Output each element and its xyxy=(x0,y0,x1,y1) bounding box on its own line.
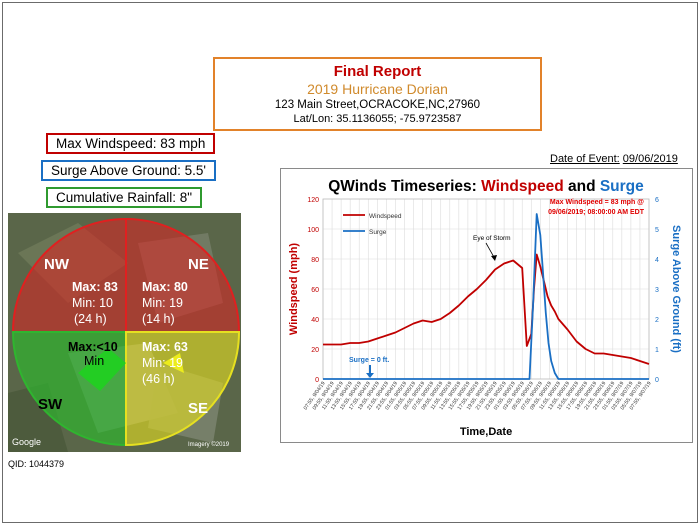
x-axis-label: Time,Date xyxy=(460,426,512,438)
y-right-tick-label: 5 xyxy=(655,227,659,234)
date-of-event-value: 09/06/2019 xyxy=(622,153,678,165)
chart-legend: Windspeed Surge xyxy=(343,213,402,236)
series-line-surge xyxy=(323,213,649,380)
y-left-tick-label: 120 xyxy=(307,197,319,204)
wind-quadrant-map: NW NE SW SE Max: 83 Min: 10 (24 h) Max: … xyxy=(8,213,241,452)
right-y-axis: 0 1 2 3 4 5 6 xyxy=(655,197,659,384)
report-title: Final Report xyxy=(333,63,422,80)
chart-title-part: Windspeed xyxy=(481,178,564,195)
sw-min: Min xyxy=(84,354,104,368)
se-min: Min: 19 xyxy=(142,356,183,370)
max-windspeed-annotation: Max Windspeed = 83 mph @ xyxy=(550,199,644,206)
eye-of-storm-label: Eye of Storm xyxy=(473,235,511,242)
sw-wind-arrow xyxy=(78,348,126,391)
y-right-tick-label: 1 xyxy=(655,347,659,354)
surge-zero-label: Surge = 0 ft. xyxy=(349,357,389,364)
chart-title-part: Surge xyxy=(600,178,644,195)
chart-series xyxy=(323,213,650,380)
google-logo: Google xyxy=(12,437,41,447)
chart-annotations: Max Windspeed = 83 mph @ 09/06/2019; 08:0… xyxy=(349,199,645,378)
y-left-tick-label: 20 xyxy=(311,347,319,354)
y-right-tick-label: 6 xyxy=(655,197,659,204)
quadrant-nw xyxy=(11,217,127,333)
eye-of-storm-arrowhead xyxy=(491,255,497,261)
nw-duration: (24 h) xyxy=(74,312,107,326)
quadrant-se xyxy=(125,331,241,447)
chart-grid xyxy=(322,198,650,380)
wind-quadrant-svg: NW NE SW SE Max: 83 Min: 10 (24 h) Max: … xyxy=(8,213,241,452)
ne-max: Max: 80 xyxy=(142,280,188,294)
legend-label: Surge xyxy=(369,229,387,236)
y-left-tick-label: 100 xyxy=(307,227,319,234)
imagery-credit: Imagery ©2019 xyxy=(188,441,230,448)
y-left-tick-label: 60 xyxy=(311,287,319,294)
se-max: Max: 63 xyxy=(142,340,188,354)
date-of-event: Date of Event: 09/06/2019 xyxy=(550,153,678,165)
report-address: 123 Main Street,OCRACOKE,NC,27960 xyxy=(274,99,481,111)
ne-duration: (14 h) xyxy=(142,312,175,326)
nw-label: NW xyxy=(44,256,70,273)
y-right-tick-label: 3 xyxy=(655,287,659,294)
chart-title-part: QWinds Timeseries: xyxy=(328,178,481,195)
y-left-tick-label: 40 xyxy=(311,317,319,324)
se-duration: (46 h) xyxy=(142,372,175,386)
y-axis-left-label: Windspeed (mph) xyxy=(288,243,300,336)
timeseries-chart: QWinds Timeseries: Windspeed and Surge 0… xyxy=(280,168,693,443)
max-windspeed-annotation: 09/06/2019; 08:00:00 AM EDT xyxy=(548,209,645,216)
surge-zero-arrowhead xyxy=(366,373,374,378)
timeseries-svg: QWinds Timeseries: Windspeed and Surge 0… xyxy=(288,178,682,438)
y-left-tick-label: 0 xyxy=(315,377,319,384)
legend-label: Windspeed xyxy=(369,213,402,220)
max-windspeed-badge: Max Windspeed: 83 mph xyxy=(46,133,216,154)
se-label: SE xyxy=(188,400,208,417)
chart-title-part: and xyxy=(564,178,600,195)
y-right-tick-label: 4 xyxy=(655,257,659,264)
ne-label: NE xyxy=(188,256,209,273)
series-line-windspeed xyxy=(323,253,650,365)
date-of-event-label: Date of Event: xyxy=(550,153,620,165)
surge-above-ground-badge: Surge Above Ground: 5.5' xyxy=(41,160,216,181)
y-right-tick-label: 2 xyxy=(655,317,659,324)
y-axis-right-label: Surge Above Ground (ft) xyxy=(670,225,682,353)
report-subtitle: 2019 Hurricane Dorian xyxy=(307,81,448,97)
qid-label: QID: 1044379 xyxy=(8,459,65,469)
sw-max: Max:<10 xyxy=(68,340,118,354)
cumulative-rainfall-badge: Cumulative Rainfall: 8" xyxy=(46,187,203,208)
nw-min: Min: 10 xyxy=(72,296,113,310)
quadrant-ne xyxy=(125,217,241,333)
ne-min: Min: 19 xyxy=(142,296,183,310)
nw-max: Max: 83 xyxy=(72,280,118,294)
sw-label: SW xyxy=(38,396,63,413)
report-header: Final Report 2019 Hurricane Dorian 123 M… xyxy=(213,57,542,131)
se-wind-arrow xyxy=(163,353,184,373)
chart-title: QWinds Timeseries: Windspeed and Surge xyxy=(328,178,644,195)
y-right-tick-label: 0 xyxy=(655,377,659,384)
report-latlon: Lat/Lon: 35.1136055; -75.9723587 xyxy=(293,113,462,125)
y-left-tick-label: 80 xyxy=(311,257,319,264)
left-y-axis: 0 20 40 60 80 100 120 xyxy=(307,197,319,384)
